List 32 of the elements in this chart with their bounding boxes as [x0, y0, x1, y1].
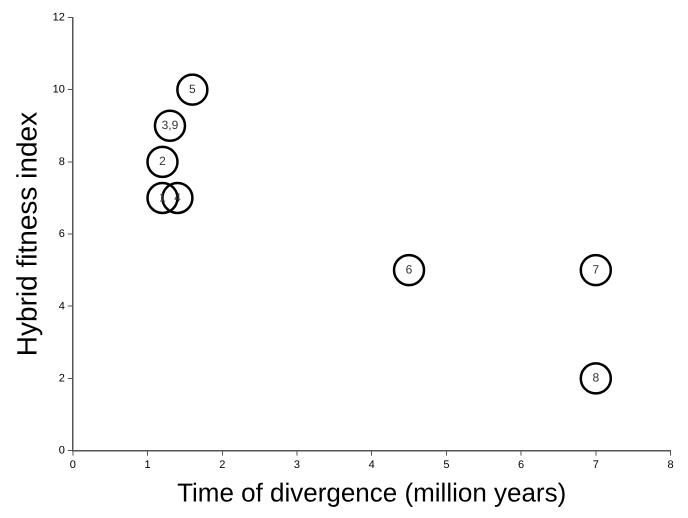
point	[161, 182, 194, 214]
annotation: 1	[159, 190, 166, 204]
point	[580, 254, 612, 286]
y-tick-label: 4	[58, 300, 65, 312]
point	[146, 146, 179, 178]
x-tick-label: 5	[443, 459, 450, 472]
x-tick-label: 7	[592, 459, 599, 472]
y-tick-label: 10	[52, 84, 65, 96]
y-axis-title: Hybrid fitness index	[12, 112, 43, 356]
annotation: 5	[189, 82, 196, 96]
annotation: 2	[159, 154, 166, 168]
y-tick-label: 6	[58, 228, 65, 240]
x-axis-title: Time of divergence (million years)	[177, 478, 566, 508]
y-tick-label: 8	[58, 156, 65, 168]
x-tick-label: 3	[294, 459, 300, 472]
annotation: 3,9	[162, 118, 179, 132]
annotation: 7	[592, 262, 600, 276]
point	[146, 182, 179, 214]
x-tick-label: 6	[518, 459, 524, 472]
y-tick-label: 2	[58, 372, 65, 384]
y-tick-label: 12	[52, 12, 65, 24]
annotation: 8	[592, 370, 600, 385]
x-tick-label: 8	[667, 459, 674, 472]
point	[176, 73, 209, 106]
annotation: 6	[406, 262, 413, 276]
x-tick-label: 1	[144, 459, 151, 472]
point	[392, 254, 426, 286]
x-tick-label: 0	[70, 459, 76, 472]
point	[580, 362, 612, 395]
y-tick-label: 0	[58, 444, 65, 457]
x-tick-label: 2	[219, 459, 226, 472]
x-tick-label: 4	[368, 459, 375, 472]
